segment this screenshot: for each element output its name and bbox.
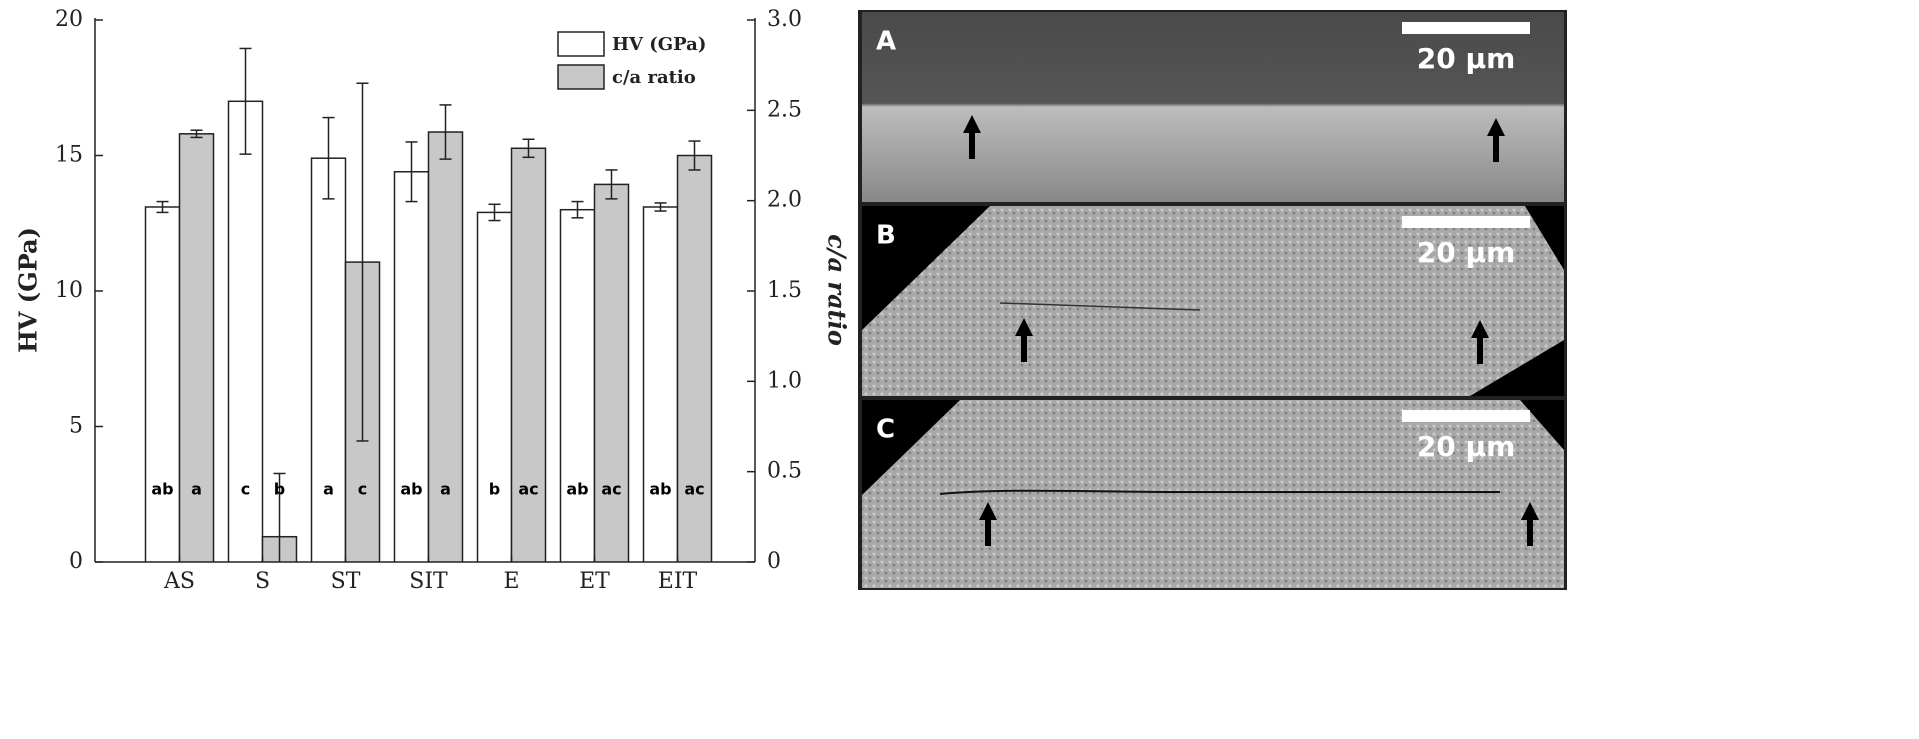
panel-label: C [876, 415, 895, 445]
significance-letter: a [440, 480, 451, 499]
panel-label: B [876, 221, 896, 251]
significance-letter: ac [684, 480, 704, 499]
y-tick-label: 15 [55, 143, 83, 168]
bar [644, 207, 678, 562]
y-tick-label: 20 [55, 7, 83, 32]
significance-letter: ab [566, 480, 588, 499]
y2-tick-label: 1.5 [767, 278, 802, 303]
x-tick-label: EIT [658, 569, 698, 594]
bar-chart: HV (GPa) c/a ratio 0 5 10 15 20 0 0.5 1.0 1.5 2.0… [14, 7, 852, 600]
x-tick-label: ST [331, 569, 361, 594]
figure: HV (GPa) c/a ratio 0 5 10 15 20 0 0.5 1.0 1.5 2.0… [0, 0, 1919, 735]
y-tick-label: 10 [55, 278, 83, 303]
plot-area [146, 48, 712, 599]
y2-tick-label: 0 [767, 549, 781, 574]
bar [512, 148, 546, 562]
y-axis-label: HV (GPa) [14, 227, 43, 353]
scale-label: 20 µm [1417, 42, 1516, 75]
micrograph-a [862, 12, 1564, 202]
scale-label: 20 µm [1417, 430, 1516, 463]
micrograph-c [862, 400, 1564, 588]
page: HV (GPa) c/a ratio 0 5 10 15 20 0 0.5 1.0 1.5 2.0… [0, 0, 1919, 735]
significance-letter: ac [518, 480, 538, 499]
significance-letter: ab [400, 480, 422, 499]
scale-bar [1402, 216, 1530, 228]
legend-label: HV (GPa) [612, 34, 706, 55]
scale-bar [1402, 410, 1530, 422]
x-tick-label: S [255, 569, 270, 594]
y2-tick-label: 2.0 [767, 188, 802, 213]
bar [395, 172, 429, 562]
bar [595, 184, 629, 562]
bar [146, 207, 180, 562]
y2-tick-label: 2.5 [767, 97, 802, 122]
significance-letter: a [191, 480, 202, 499]
significance-letter: ac [601, 480, 621, 499]
bar [561, 210, 595, 562]
bar [312, 158, 346, 562]
bar [478, 212, 512, 562]
significance-letter: ab [649, 480, 671, 499]
scale-label: 20 µm [1417, 236, 1516, 269]
x-tick-label: SIT [409, 569, 448, 594]
bar [678, 156, 712, 563]
micrograph-b [862, 206, 1564, 396]
legend-swatch [558, 65, 604, 89]
y2-tick-label: 1.0 [767, 368, 802, 393]
legend-swatch [558, 32, 604, 56]
panel-label: A [876, 27, 896, 57]
significance-letter: ab [151, 480, 173, 499]
y-tick-label: 5 [69, 414, 83, 439]
micrographs: A B C 20 µm 20 µm 20 µm [858, 10, 1567, 590]
significance-letter: b [274, 480, 285, 499]
significance-letter: c [241, 480, 250, 499]
y2-tick-label: 0.5 [767, 459, 802, 484]
x-tick-label: ET [579, 569, 610, 594]
x-tick-label: AS [163, 569, 195, 594]
y2-axis-label: c/a ratio [823, 234, 852, 346]
x-tick-label: E [503, 569, 519, 594]
significance-letter: a [323, 480, 334, 499]
scale-bar [1402, 22, 1530, 34]
legend-label: c/a ratio [612, 67, 696, 88]
y-tick-label: 0 [69, 549, 83, 574]
significance-letter: c [358, 480, 367, 499]
y2-tick-label: 3.0 [767, 7, 802, 32]
significance-letter: b [489, 480, 500, 499]
